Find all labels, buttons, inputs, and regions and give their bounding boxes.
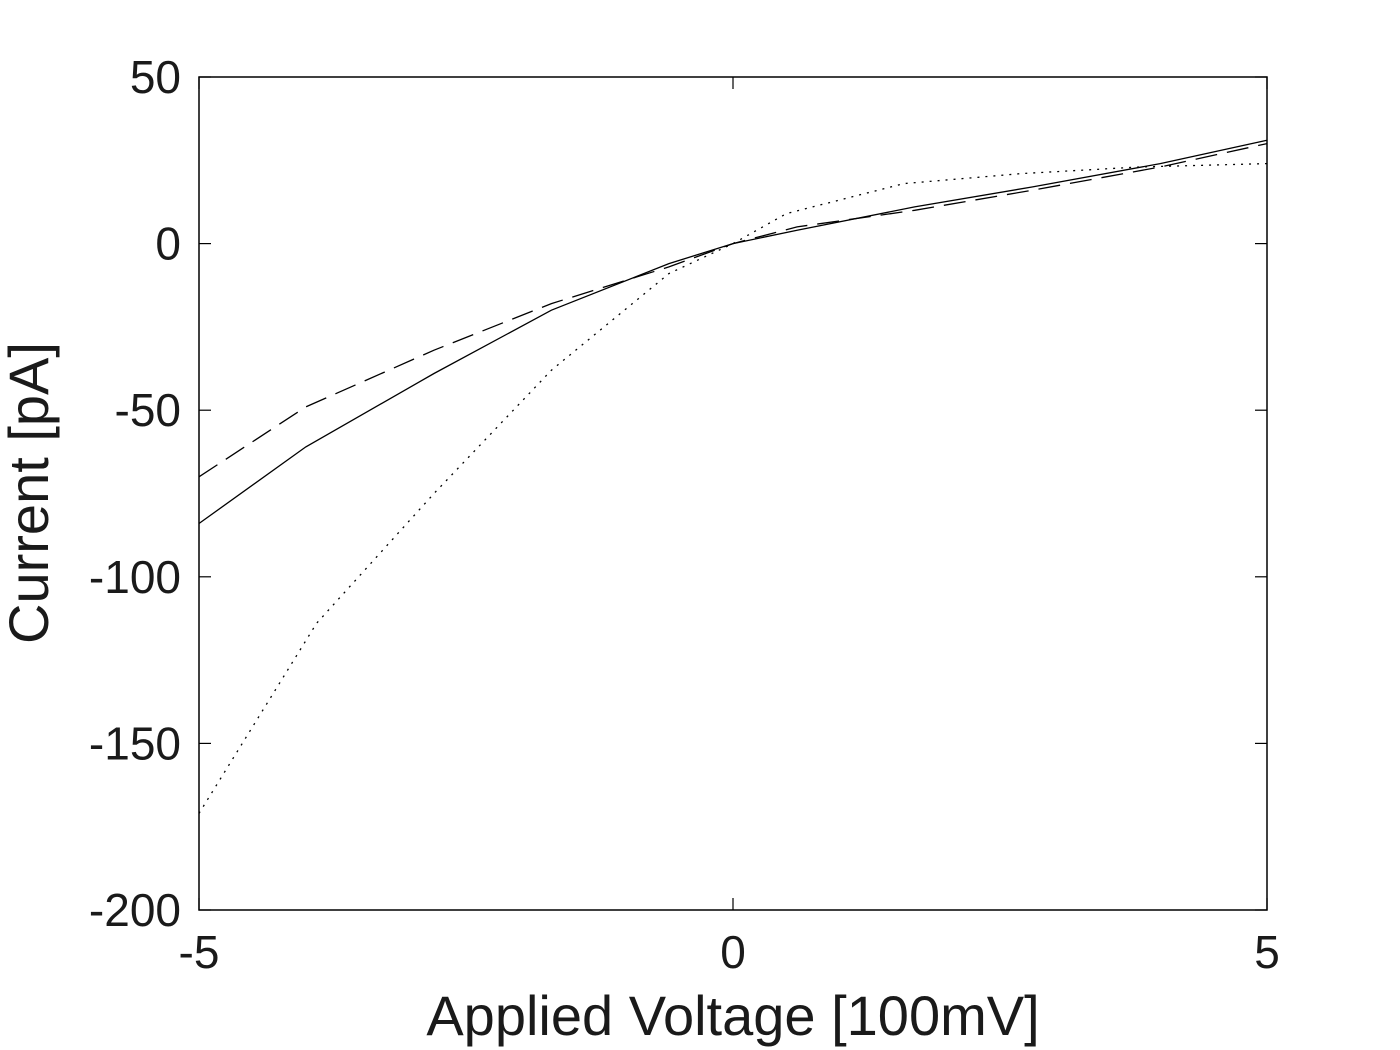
- series-line-dotted: [198, 162, 1268, 814]
- series-line-dashed: [198, 142, 1268, 478]
- y-tick-label: -50: [115, 384, 181, 436]
- x-tick-label: 5: [1254, 926, 1280, 978]
- x-tick-label: 0: [720, 926, 746, 978]
- x-tick-label: -5: [179, 926, 220, 978]
- y-tick-label: -150: [89, 717, 181, 769]
- y-tick-label: 50: [130, 51, 181, 103]
- x-axis-title: Applied Voltage [100mV]: [426, 984, 1039, 1047]
- plot-frame: [198, 76, 1268, 911]
- y-tick-label: 0: [155, 218, 181, 270]
- series-line-solid: [198, 139, 1268, 525]
- y-tick-label: -200: [89, 884, 181, 936]
- series-layer: [198, 139, 1268, 814]
- y-axis-title: Current [pA]: [0, 342, 60, 644]
- ticks-layer: [198, 76, 1268, 911]
- y-tick-label: -100: [89, 551, 181, 603]
